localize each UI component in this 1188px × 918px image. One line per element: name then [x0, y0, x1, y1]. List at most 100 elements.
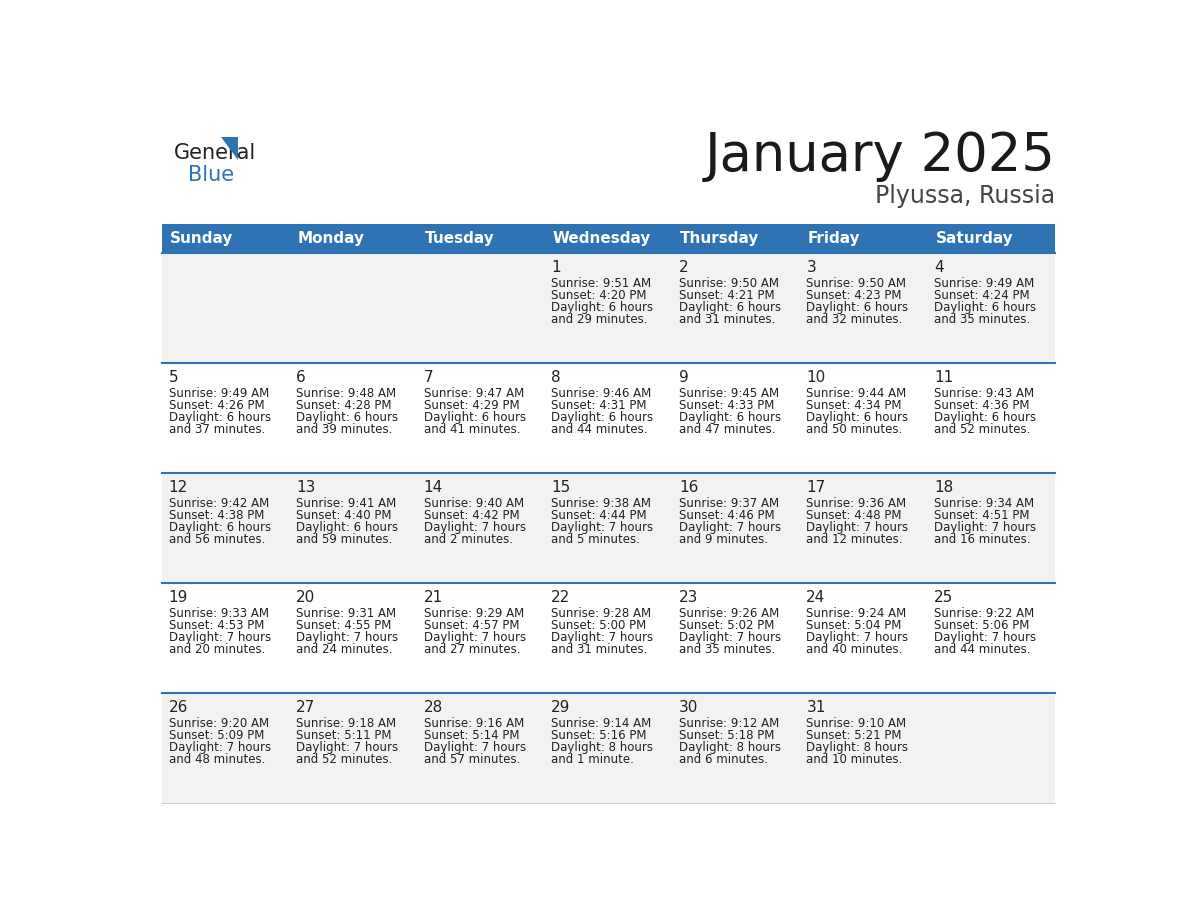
Text: Daylight: 6 hours: Daylight: 6 hours — [807, 301, 909, 314]
Text: Daylight: 7 hours: Daylight: 7 hours — [424, 741, 526, 754]
Bar — [672, 693, 801, 803]
Text: Sunset: 4:44 PM: Sunset: 4:44 PM — [551, 509, 647, 522]
Bar — [672, 224, 801, 253]
Text: Daylight: 6 hours: Daylight: 6 hours — [678, 301, 781, 314]
Text: Monday: Monday — [298, 231, 365, 246]
Text: 29: 29 — [551, 700, 570, 715]
Text: 3: 3 — [807, 261, 816, 275]
Text: and 44 minutes.: and 44 minutes. — [551, 423, 647, 436]
Text: Daylight: 7 hours: Daylight: 7 hours — [169, 631, 271, 644]
Bar — [417, 224, 545, 253]
Text: Sunrise: 9:42 AM: Sunrise: 9:42 AM — [169, 498, 268, 510]
Text: Sunrise: 9:37 AM: Sunrise: 9:37 AM — [678, 498, 779, 510]
Text: Sunrise: 9:26 AM: Sunrise: 9:26 AM — [678, 607, 779, 621]
Text: and 37 minutes.: and 37 minutes. — [169, 423, 265, 436]
Text: Daylight: 6 hours: Daylight: 6 hours — [551, 411, 653, 424]
Text: Daylight: 7 hours: Daylight: 7 hours — [678, 631, 781, 644]
Text: 6: 6 — [296, 370, 307, 386]
Bar — [163, 693, 290, 803]
Text: Sunset: 4:33 PM: Sunset: 4:33 PM — [678, 399, 775, 412]
Text: Sunrise: 9:22 AM: Sunrise: 9:22 AM — [934, 607, 1035, 621]
Bar — [672, 474, 801, 583]
Text: and 1 minute.: and 1 minute. — [551, 753, 634, 766]
Text: 11: 11 — [934, 370, 953, 386]
Text: Sunset: 4:28 PM: Sunset: 4:28 PM — [296, 399, 392, 412]
Bar — [801, 253, 928, 364]
Text: 14: 14 — [424, 480, 443, 495]
Text: Sunset: 4:36 PM: Sunset: 4:36 PM — [934, 399, 1030, 412]
Bar — [417, 253, 545, 364]
Text: 19: 19 — [169, 590, 188, 605]
Text: Sunrise: 9:47 AM: Sunrise: 9:47 AM — [424, 387, 524, 400]
Text: Sunset: 4:31 PM: Sunset: 4:31 PM — [551, 399, 646, 412]
Bar — [928, 583, 1055, 693]
Text: 4: 4 — [934, 261, 943, 275]
Bar — [801, 224, 928, 253]
Text: and 41 minutes.: and 41 minutes. — [424, 423, 520, 436]
Text: Sunrise: 9:43 AM: Sunrise: 9:43 AM — [934, 387, 1034, 400]
Text: and 35 minutes.: and 35 minutes. — [678, 643, 775, 656]
Text: Sunrise: 9:24 AM: Sunrise: 9:24 AM — [807, 607, 906, 621]
Text: Sunrise: 9:45 AM: Sunrise: 9:45 AM — [678, 387, 779, 400]
Text: Sunset: 4:24 PM: Sunset: 4:24 PM — [934, 289, 1030, 302]
Text: Sunset: 4:38 PM: Sunset: 4:38 PM — [169, 509, 264, 522]
Text: Daylight: 7 hours: Daylight: 7 hours — [296, 631, 398, 644]
Text: 12: 12 — [169, 480, 188, 495]
Text: Thursday: Thursday — [681, 231, 760, 246]
Bar — [290, 364, 417, 474]
Bar — [163, 583, 290, 693]
Text: 24: 24 — [807, 590, 826, 605]
Bar — [545, 693, 672, 803]
Text: Daylight: 7 hours: Daylight: 7 hours — [934, 521, 1036, 534]
Bar — [928, 224, 1055, 253]
Bar — [163, 364, 290, 474]
Text: Sunrise: 9:10 AM: Sunrise: 9:10 AM — [807, 717, 906, 730]
Text: and 5 minutes.: and 5 minutes. — [551, 533, 640, 546]
Text: Saturday: Saturday — [935, 231, 1013, 246]
Text: Sunset: 5:16 PM: Sunset: 5:16 PM — [551, 729, 646, 742]
Text: Plyussa, Russia: Plyussa, Russia — [876, 185, 1055, 208]
Text: Daylight: 6 hours: Daylight: 6 hours — [424, 411, 526, 424]
Text: Sunset: 4:26 PM: Sunset: 4:26 PM — [169, 399, 264, 412]
Text: and 2 minutes.: and 2 minutes. — [424, 533, 513, 546]
Text: Sunset: 4:51 PM: Sunset: 4:51 PM — [934, 509, 1030, 522]
Text: Sunrise: 9:48 AM: Sunrise: 9:48 AM — [296, 387, 397, 400]
Text: and 57 minutes.: and 57 minutes. — [424, 753, 520, 766]
Text: Daylight: 7 hours: Daylight: 7 hours — [934, 631, 1036, 644]
Text: Sunset: 4:29 PM: Sunset: 4:29 PM — [424, 399, 519, 412]
Text: Sunset: 4:23 PM: Sunset: 4:23 PM — [807, 289, 902, 302]
Text: and 35 minutes.: and 35 minutes. — [934, 313, 1030, 326]
Bar — [545, 583, 672, 693]
Text: Daylight: 7 hours: Daylight: 7 hours — [551, 521, 653, 534]
Text: 2: 2 — [678, 261, 689, 275]
Text: Sunrise: 9:41 AM: Sunrise: 9:41 AM — [296, 498, 397, 510]
Text: Sunrise: 9:33 AM: Sunrise: 9:33 AM — [169, 607, 268, 621]
Text: Daylight: 6 hours: Daylight: 6 hours — [296, 411, 398, 424]
Bar — [928, 364, 1055, 474]
Text: and 12 minutes.: and 12 minutes. — [807, 533, 903, 546]
Bar — [545, 364, 672, 474]
Text: Daylight: 8 hours: Daylight: 8 hours — [551, 741, 653, 754]
Text: Sunrise: 9:12 AM: Sunrise: 9:12 AM — [678, 717, 779, 730]
Text: Sunrise: 9:50 AM: Sunrise: 9:50 AM — [807, 277, 906, 290]
Text: Daylight: 6 hours: Daylight: 6 hours — [934, 411, 1036, 424]
Text: Sunrise: 9:49 AM: Sunrise: 9:49 AM — [934, 277, 1035, 290]
Text: Daylight: 7 hours: Daylight: 7 hours — [678, 521, 781, 534]
Text: and 56 minutes.: and 56 minutes. — [169, 533, 265, 546]
Text: 8: 8 — [551, 370, 561, 386]
Text: Friday: Friday — [808, 231, 860, 246]
Text: 21: 21 — [424, 590, 443, 605]
Text: 31: 31 — [807, 700, 826, 715]
Bar — [290, 253, 417, 364]
Text: 10: 10 — [807, 370, 826, 386]
Text: 7: 7 — [424, 370, 434, 386]
Text: Sunrise: 9:38 AM: Sunrise: 9:38 AM — [551, 498, 651, 510]
Text: Sunrise: 9:20 AM: Sunrise: 9:20 AM — [169, 717, 268, 730]
Bar — [163, 253, 290, 364]
Text: Sunrise: 9:18 AM: Sunrise: 9:18 AM — [296, 717, 397, 730]
Text: Sunset: 5:11 PM: Sunset: 5:11 PM — [296, 729, 392, 742]
Text: Blue: Blue — [188, 165, 234, 185]
Text: 5: 5 — [169, 370, 178, 386]
Text: 9: 9 — [678, 370, 689, 386]
Text: and 24 minutes.: and 24 minutes. — [296, 643, 393, 656]
